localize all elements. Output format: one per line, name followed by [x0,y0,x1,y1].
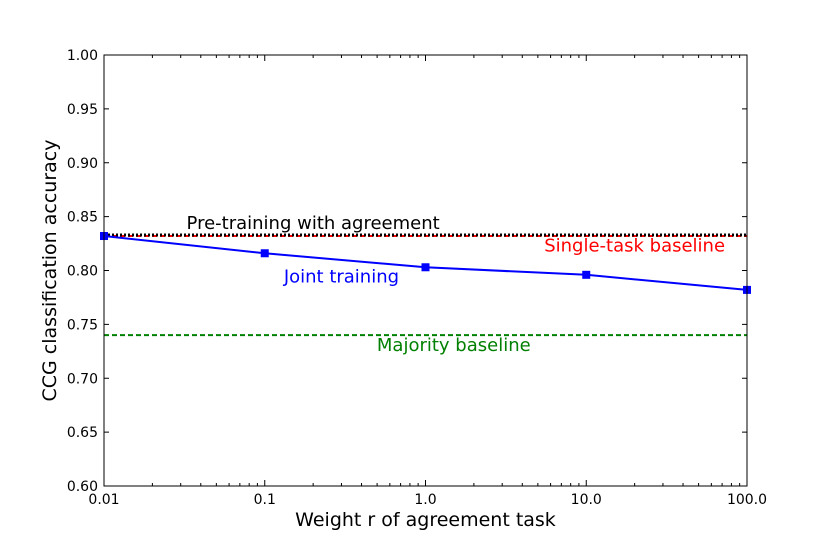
y-tick-label: 0.95 [67,102,98,118]
y-tick-label: 0.85 [67,210,98,226]
data-point-marker [260,249,269,258]
x-tick-label: 100.0 [727,492,767,508]
y-axis-title: CCG classification accuracy [39,140,61,402]
y-tick-label: 0.60 [67,479,98,495]
annotation-single-task-baseline: Single-task baseline [544,236,725,257]
data-point-marker [421,263,430,272]
y-tick-label: 0.70 [67,371,98,387]
x-tick-label: 1.0 [414,492,436,508]
x-axis-ticks: 0.01 0.1 1.0 10.0 100.0 [88,55,767,508]
y-tick-label: 0.65 [67,425,98,441]
x-tick-label: 10.0 [571,492,602,508]
y-axis-ticks: 0.60 0.65 0.70 0.75 0.80 0.85 0.90 0.95 1.00 [67,48,747,495]
data-point-marker [582,270,591,279]
y-tick-label: 1.00 [67,48,98,64]
y-tick-label: 0.80 [67,264,98,280]
plot-frame [103,54,748,487]
x-axis-title: Weight r of agreement task [295,509,556,531]
annotation-joint-training: Joint training [283,266,399,287]
y-tick-label: 0.90 [67,156,98,172]
annotation-majority-baseline: Majority baseline [377,335,531,356]
y-tick-label: 0.75 [67,317,98,333]
x-tick-label: 0.01 [88,492,119,508]
annotations: Pre-training with agreement Single-task b… [187,213,726,356]
x-tick-label: 0.1 [254,492,276,508]
annotation-pre-training-with-agreement: Pre-training with agreement [187,213,440,234]
